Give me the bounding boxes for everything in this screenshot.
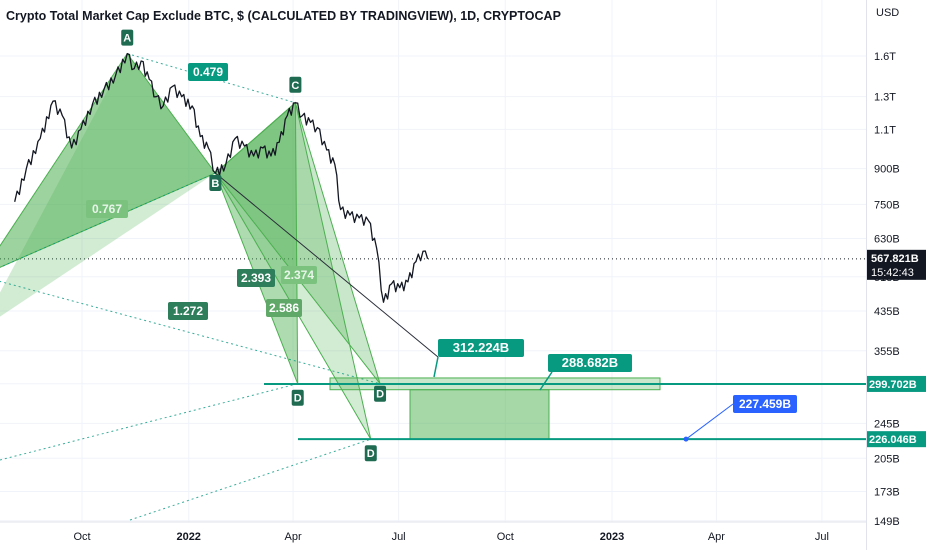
projection-line xyxy=(215,172,439,358)
level-price-text: 226.046B xyxy=(869,434,917,446)
target-callout-blue: 227.459B xyxy=(733,395,797,413)
pattern-point-text: C xyxy=(291,80,299,92)
ratio-label-text: 2.586 xyxy=(269,301,299,315)
target-callout: 312.224B xyxy=(438,339,524,357)
blue-callout-dot xyxy=(683,436,689,442)
y-tick-label: 149B xyxy=(874,516,900,528)
ratio-label-bg xyxy=(281,266,317,284)
pattern-point-text: D xyxy=(294,393,302,405)
pattern-point-bg xyxy=(364,445,377,462)
ratio-label-text: 2.374 xyxy=(284,268,314,282)
y-tick-label: 1.3T xyxy=(874,92,896,104)
pattern-point-c: C xyxy=(289,76,302,93)
last-price-text: 567.821B xyxy=(871,253,919,265)
ratio-label-text: 0.767 xyxy=(92,202,122,216)
pattern-point-bg xyxy=(291,389,304,406)
ratio-label: 2.393 xyxy=(237,269,275,287)
price-series xyxy=(14,52,429,303)
pattern-point-b: B xyxy=(209,175,222,192)
ratio-label-bg xyxy=(237,269,275,287)
y-tick-label: 750B xyxy=(874,199,900,211)
pattern-point-bg xyxy=(289,76,302,93)
ratio-label-bg xyxy=(168,302,208,320)
x-tick-label: Jul xyxy=(392,531,406,543)
ratio-line-xd-3 xyxy=(129,438,371,521)
x-tick-label: 2022 xyxy=(176,531,200,543)
chart-grid xyxy=(0,0,866,522)
target-callout-pointer xyxy=(539,371,553,391)
target-zone-lower xyxy=(409,389,550,440)
y-axis[interactable]: 1.6T1.3T1.1T900B750B630B518B435B355B300B… xyxy=(867,51,926,528)
ratio-line-xd xyxy=(0,280,381,385)
x-tick-label: Apr xyxy=(285,531,302,543)
ratio-label: 0.767 xyxy=(86,200,128,218)
ratio-label: 1.272 xyxy=(168,302,208,320)
pattern-point-d: D xyxy=(364,445,377,462)
ratio-label-text: 0.479 xyxy=(193,65,223,79)
level-price-label: 226.046B xyxy=(867,431,926,448)
level-price-bg xyxy=(867,431,926,448)
ratio-label-bg xyxy=(86,200,128,218)
pattern-point-d: D xyxy=(291,389,304,406)
y-tick-label: 205B xyxy=(874,453,900,465)
x-tick-label: Oct xyxy=(73,531,90,543)
price-axis-separator xyxy=(866,0,867,550)
currency-label[interactable]: USD xyxy=(876,7,900,19)
harmonic-pattern-shapes xyxy=(0,52,866,521)
target-callout-text: 288.682B xyxy=(562,355,618,370)
pattern-point-text: D xyxy=(376,389,384,401)
ratio-label: 2.374 xyxy=(281,266,317,284)
target-callout-blue-text: 227.459B xyxy=(739,397,791,411)
pattern-xab-shadow xyxy=(0,53,216,317)
x-axis[interactable]: Oct 2022 Apr Jul Oct 2023 Apr Jul xyxy=(0,521,866,543)
ratio-label-bg xyxy=(266,299,302,317)
ratio-label-bg xyxy=(188,63,228,81)
ratio-label-text: 1.272 xyxy=(173,304,203,318)
target-callout-blue-bg xyxy=(733,395,797,413)
blue-callout-pointer xyxy=(685,403,734,440)
last-price-bg xyxy=(867,249,926,280)
target-callout-text: 312.224B xyxy=(453,340,509,355)
countdown-text: 15:42:43 xyxy=(871,267,914,279)
pattern-point-text: B xyxy=(211,178,219,190)
ratio-label-text: 2.393 xyxy=(241,271,271,285)
ratio-label: 0.479 xyxy=(188,63,228,81)
ratio-line-ac xyxy=(127,53,296,104)
y-tick-label: 1.6T xyxy=(874,51,896,63)
y-tick-label: 630B xyxy=(874,233,900,245)
y-tick-label: 900B xyxy=(874,164,900,176)
pattern-point-d: D xyxy=(374,385,387,402)
x-tick-label: Apr xyxy=(708,531,725,543)
ratio-line-xd-2 xyxy=(0,383,298,461)
pattern-point-a: A xyxy=(121,29,134,46)
price-line xyxy=(14,52,429,303)
target-callout-bg xyxy=(438,339,524,357)
y-tick-label: 173B xyxy=(874,487,900,499)
pattern-point-bg xyxy=(374,385,387,402)
pattern-point-text: D xyxy=(367,448,375,460)
y-tick-label: 245B xyxy=(874,418,900,430)
target-callout-pointer xyxy=(433,356,439,378)
chart-annotations: A B C D D D 0.479 0.767 2.393 2.374 2.586 1.272 312.… xyxy=(86,29,797,462)
last-price-label: 567.821B 15:42:43 xyxy=(867,249,926,280)
ratio-label: 2.586 xyxy=(266,299,302,317)
pattern-point-text: A xyxy=(123,33,131,45)
x-tick-label: Jul xyxy=(815,531,829,543)
pattern-point-bg xyxy=(209,175,222,192)
level-price-label: 299.702B xyxy=(867,375,926,392)
pattern-point-bg xyxy=(121,29,134,46)
y-tick-label: 355B xyxy=(874,346,900,358)
y-tick-label: 435B xyxy=(874,306,900,318)
target-callout: 288.682B xyxy=(548,354,632,372)
x-tick-label: Oct xyxy=(497,531,514,543)
x-tick-label: 2023 xyxy=(600,531,624,543)
level-price-text: 299.702B xyxy=(869,379,917,391)
y-tick-label: 1.1T xyxy=(874,124,896,136)
chart-title: Crypto Total Market Cap Exclude BTC, $ (… xyxy=(6,9,561,23)
level-price-bg xyxy=(867,375,926,392)
target-callout-bg xyxy=(548,354,632,372)
